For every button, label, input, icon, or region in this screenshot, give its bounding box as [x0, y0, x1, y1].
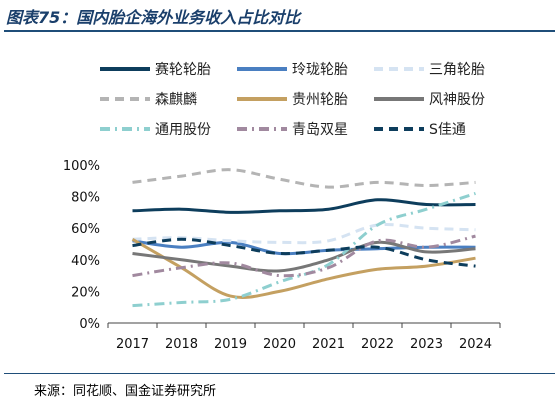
x-tick-label: 2021	[312, 337, 345, 352]
y-axis: 0% 20% 40% 60% 80% 100%	[63, 159, 100, 332]
x-tick-label: 2022	[361, 337, 394, 352]
series-line-6	[132, 240, 476, 273]
y-tick-label: 80%	[71, 191, 100, 206]
y-tick-label: 0%	[79, 317, 100, 332]
series-line-1	[132, 198, 476, 214]
legend-label-1: 赛轮轮胎	[155, 62, 211, 78]
x-tick-label: 2019	[214, 337, 247, 352]
series-line-5	[131, 237, 476, 299]
plot-area	[131, 168, 476, 308]
x-tick-label: 2024	[459, 337, 492, 352]
legend-label-4: 森麒麟	[155, 92, 197, 108]
x-tick-label: 2023	[410, 337, 443, 352]
legend-label-3: 三角轮胎	[429, 62, 485, 78]
x-axis: 2017 2018 2019 2020 2021 2022 2023 2024	[107, 322, 501, 352]
y-tick-label: 40%	[71, 254, 100, 269]
legend-label-5: 贵州轮胎	[292, 92, 348, 108]
y-tick-label: 60%	[71, 222, 100, 237]
legend-label-6: 风神股份	[429, 92, 485, 108]
y-tick-label: 100%	[63, 159, 100, 174]
legend-label-9: S佳通	[429, 122, 466, 138]
series-line-8	[132, 234, 476, 278]
source-divider	[4, 373, 555, 374]
series-line-3	[132, 223, 476, 245]
source-note: 来源：同花顺、国金证券研究所	[34, 384, 217, 399]
legend-label-2: 玲珑轮胎	[292, 62, 348, 78]
title-divider	[4, 30, 555, 32]
x-tick-label: 2020	[263, 337, 296, 352]
x-tick-label: 2017	[116, 337, 149, 352]
y-tick-label: 20%	[71, 285, 100, 300]
x-tick-label: 2018	[165, 337, 198, 352]
figure-title: 图表75：国内胎企海外业务收入占比对比	[6, 8, 301, 27]
series-line-4	[132, 168, 476, 189]
series-line-9	[132, 237, 476, 268]
legend-label-7: 通用股份	[155, 122, 211, 138]
legend-label-8: 青岛双星	[292, 122, 348, 138]
